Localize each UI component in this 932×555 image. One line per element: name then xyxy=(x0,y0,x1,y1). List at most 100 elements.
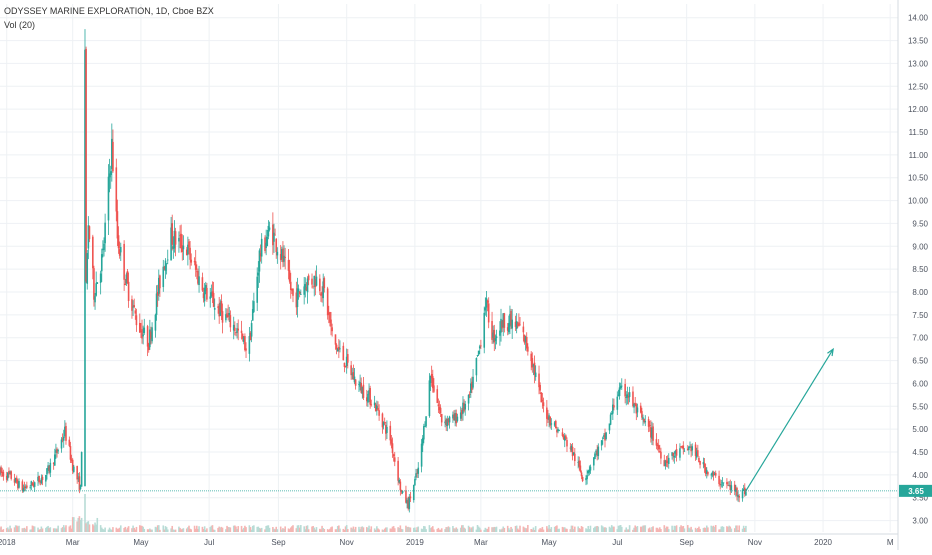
candle-body xyxy=(187,244,189,255)
candle-body xyxy=(300,293,302,295)
candle-body xyxy=(283,255,285,262)
candle-body xyxy=(306,278,309,293)
volume-bar xyxy=(438,529,441,532)
volume-bar xyxy=(346,529,349,532)
volume-bar xyxy=(297,525,300,532)
candle-body xyxy=(227,314,229,318)
candle-body xyxy=(386,426,388,433)
volume-bar xyxy=(228,527,231,532)
candle-body xyxy=(547,417,549,420)
price-tick-label: 12.50 xyxy=(908,82,929,91)
volume-bar xyxy=(104,527,106,532)
volume-bar xyxy=(21,528,24,532)
volume-bar xyxy=(99,525,102,532)
candle-body xyxy=(221,311,224,323)
candle-body xyxy=(267,225,270,237)
candle-body xyxy=(77,477,80,479)
candle-body xyxy=(327,313,330,315)
candle-body xyxy=(570,446,573,451)
candle-body xyxy=(125,274,128,284)
volume-bar xyxy=(484,527,487,532)
volume-bar xyxy=(660,528,662,532)
candle-body xyxy=(33,482,36,487)
volume-bar xyxy=(429,528,432,532)
volume-bar xyxy=(735,525,737,532)
candle-body xyxy=(305,286,308,291)
candle-body xyxy=(170,227,172,261)
volume-bar xyxy=(385,527,387,532)
volume-bar xyxy=(483,529,486,532)
volume-bar xyxy=(409,527,412,532)
candle-body xyxy=(423,426,425,440)
volume-bar xyxy=(172,529,175,532)
volume-bar xyxy=(682,525,685,532)
volume-bar xyxy=(463,527,465,532)
candle-body xyxy=(149,329,151,348)
volume-bar xyxy=(548,525,550,532)
volume-bar xyxy=(703,527,706,532)
volume-bar xyxy=(162,525,165,532)
volume-bar xyxy=(118,527,121,532)
volume-bar xyxy=(515,525,518,532)
candle-body xyxy=(461,409,463,415)
volume-bar xyxy=(353,529,356,532)
volume-bar xyxy=(334,529,337,532)
candle-body xyxy=(323,278,326,289)
candle-body xyxy=(720,484,723,486)
candle-body xyxy=(538,373,540,388)
volume-bar xyxy=(456,528,459,532)
volume-bar xyxy=(178,526,180,532)
volume-bar xyxy=(284,526,286,532)
volume-bar xyxy=(634,525,636,532)
volume-bar xyxy=(268,527,271,532)
candle-body xyxy=(259,253,262,257)
volume-bar xyxy=(31,525,34,532)
candle-body xyxy=(296,288,299,307)
candle-body xyxy=(455,413,458,424)
volume-bar xyxy=(595,526,597,532)
time-tick-label: 2019 xyxy=(406,538,424,547)
volume-bar xyxy=(236,528,238,532)
candle-body xyxy=(131,299,133,311)
volume-bar xyxy=(39,529,42,532)
candle-body xyxy=(166,259,169,261)
volume-bar xyxy=(656,527,659,532)
candle-body xyxy=(633,403,635,408)
candle-body xyxy=(603,435,605,437)
volume-bar xyxy=(327,529,330,532)
volume-bar xyxy=(135,526,138,532)
volume-bar xyxy=(635,526,638,532)
volume-bar xyxy=(85,523,87,532)
candle-body xyxy=(721,482,724,484)
candle-body xyxy=(531,358,534,368)
time-tick-label: Sep xyxy=(680,538,695,547)
candle-body xyxy=(390,439,393,444)
volume-bar xyxy=(76,521,78,532)
volume-bar xyxy=(541,526,544,532)
volume-bar xyxy=(522,526,525,532)
volume-bar xyxy=(289,527,292,532)
candle-body xyxy=(94,296,96,303)
candle-body xyxy=(415,473,417,478)
candle-body xyxy=(527,346,529,352)
volume-bar xyxy=(523,527,526,532)
volume-bar xyxy=(41,528,44,532)
candle-body xyxy=(138,322,141,333)
volume-bar xyxy=(726,526,728,532)
candle-body xyxy=(445,419,448,425)
volume-bar xyxy=(399,525,402,532)
volume-bar xyxy=(117,528,120,532)
volume-bar xyxy=(553,526,556,532)
volume-bar xyxy=(92,524,94,532)
candle-body xyxy=(674,450,677,454)
candle-body xyxy=(561,432,564,436)
volume-bar xyxy=(495,526,498,532)
candle-body xyxy=(240,330,243,334)
volume-bar xyxy=(119,525,122,532)
candle-body xyxy=(438,406,441,411)
candle-body xyxy=(453,414,455,421)
volume-bar xyxy=(491,527,493,532)
candle-body xyxy=(135,315,138,326)
